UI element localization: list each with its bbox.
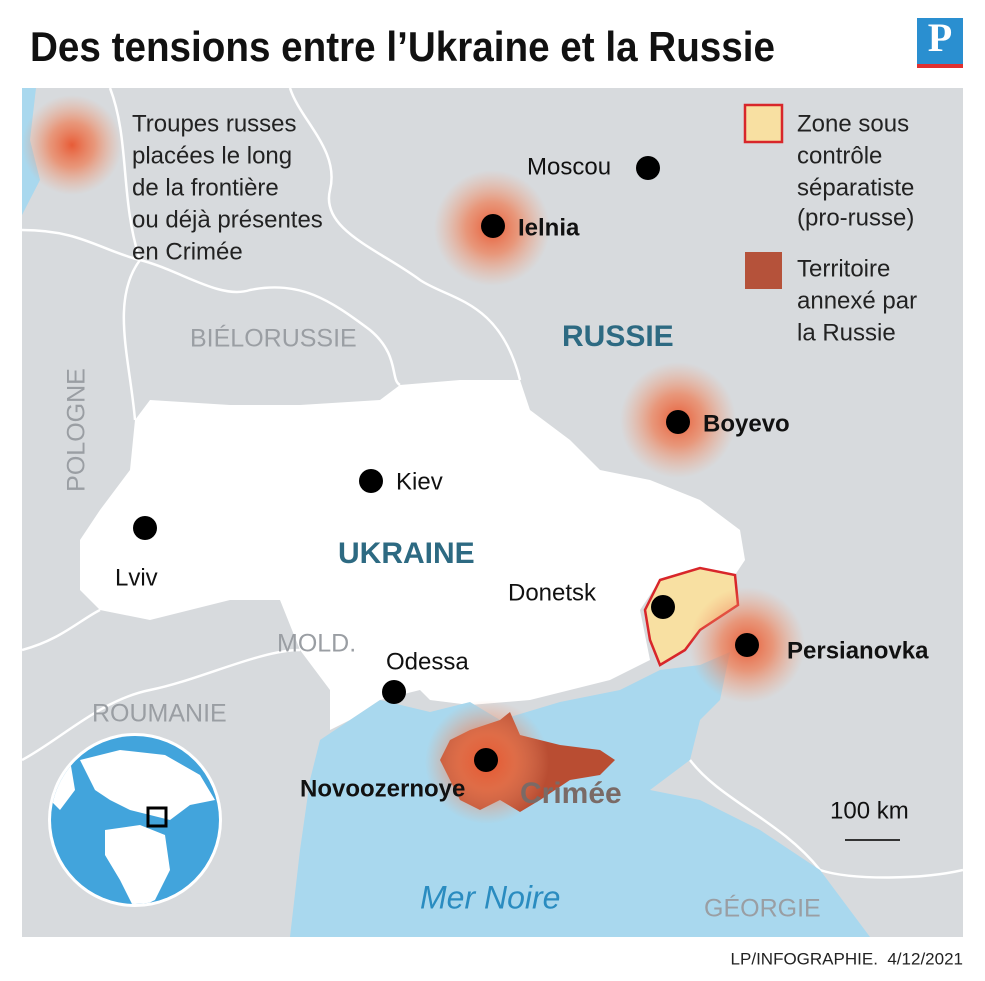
city-dot [636,156,660,180]
border [22,228,401,387]
troops [22,95,122,195]
legend-annexed-swatch [745,252,782,289]
border [288,88,522,381]
legend-text: (pro-russe) [797,204,914,231]
city-label: Persianovka [787,637,929,664]
legend-text: Troupes russes [132,110,297,137]
legend-text: ou déjà présentes [132,206,323,233]
legend-text: de la frontière [132,174,279,201]
legend-text: Zone sous [797,110,909,137]
sea-label: Mer Noire [420,879,560,915]
city-dot [666,410,690,434]
ukraine [80,380,745,730]
country-label: ROUMANIE [92,700,227,728]
city-dot [133,516,157,540]
country-label: RUSSIE [562,320,674,353]
black-sea [290,652,870,937]
city-dot [651,595,675,619]
legend-text: annexé par [797,287,917,314]
logo-stripe [917,64,963,68]
country-label: UKRAINE [338,537,475,570]
city-dot [359,469,383,493]
city-dot [735,633,759,657]
logo-box [917,18,963,66]
city-label: Moscou [527,153,611,180]
border [689,759,963,879]
border [22,608,301,762]
city-dot [481,214,505,238]
region-label: Crimée [520,777,622,810]
scale-label: 100 km [830,797,909,824]
city-label: Donetsk [508,579,597,606]
legend-text: séparatiste [797,174,914,201]
globe-locator [146,806,168,828]
country-label: GÉORGIE [704,894,821,923]
globe-land [105,825,170,904]
globe-land [80,750,215,820]
legend-text: la Russie [797,319,896,346]
country-label: BIÉLORUSSIE [190,324,357,353]
city-label: Boyevo [703,410,790,437]
city-label: Odessa [386,648,469,675]
logo: P [928,15,952,60]
city-label: Lviv [115,564,158,591]
city-dot [382,680,406,704]
legend-text: placées le long [132,142,292,169]
city-label: Kiev [396,468,443,495]
title: Des tensions entre l’Ukraine et la Russi… [30,23,775,70]
country-label: POLOGNE [63,368,91,492]
credit: LP/INFOGRAPHIE. 4/12/2021 [731,949,963,968]
city-label: Novoozernoye [300,775,465,802]
border [108,88,142,421]
city-dot [474,748,498,772]
legend-text: Territoire [797,255,890,282]
city-label: Ielnia [518,214,580,241]
globe [48,733,222,907]
legend-text: contrôle [797,142,882,169]
country-label: MOLD. [277,630,356,658]
legend-separatist-swatch [743,103,784,144]
legend-text: en Crimée [132,238,243,265]
